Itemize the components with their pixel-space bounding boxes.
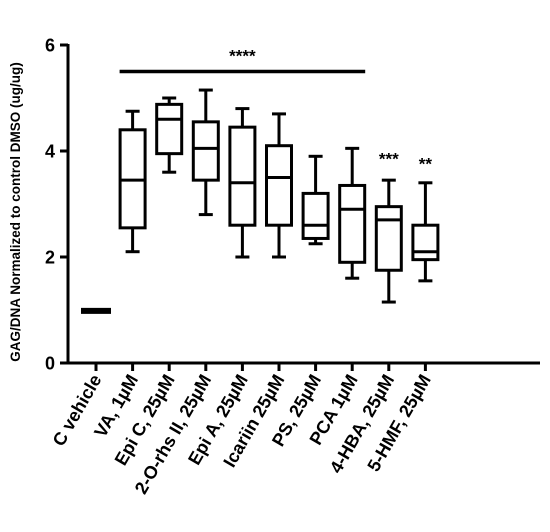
- box-6: [301, 154, 330, 246]
- box-body-8: [374, 205, 403, 272]
- box-body-7: [338, 183, 367, 264]
- box-0: [81, 307, 111, 314]
- boxes: [81, 88, 440, 314]
- box-8: [374, 178, 403, 304]
- box-1: [118, 109, 147, 254]
- y-tick-label-0: 0: [45, 354, 55, 374]
- box-body-5: [265, 144, 293, 227]
- box-body-3: [191, 120, 220, 182]
- significance-label-1: ***: [379, 149, 399, 168]
- category-label-0: C vehicle: [49, 371, 106, 449]
- box-7: [338, 146, 367, 280]
- annotations: ******* **: [119, 47, 433, 174]
- significance-label-0: ****: [229, 47, 256, 66]
- box-body-0: [81, 307, 111, 314]
- box-body-9: [411, 223, 440, 262]
- box-3: [191, 88, 220, 217]
- y-axis-title: GAG/DNA Normalized to control DMSO (ug/u…: [8, 62, 23, 362]
- significance-label-2: **: [419, 155, 433, 174]
- box-5: [265, 112, 293, 259]
- box-4: [228, 107, 257, 259]
- y-tick-label-3: 6: [45, 36, 55, 56]
- box-9: [411, 181, 440, 283]
- box-body-4: [228, 125, 257, 227]
- axes: 0 2 4 6: [45, 36, 540, 374]
- box-body-2: [155, 102, 184, 156]
- y-tick-label-1: 2: [45, 248, 55, 268]
- y-tick-label-2: 4: [45, 142, 55, 162]
- box-2: [155, 96, 184, 174]
- box-body-6: [301, 191, 330, 240]
